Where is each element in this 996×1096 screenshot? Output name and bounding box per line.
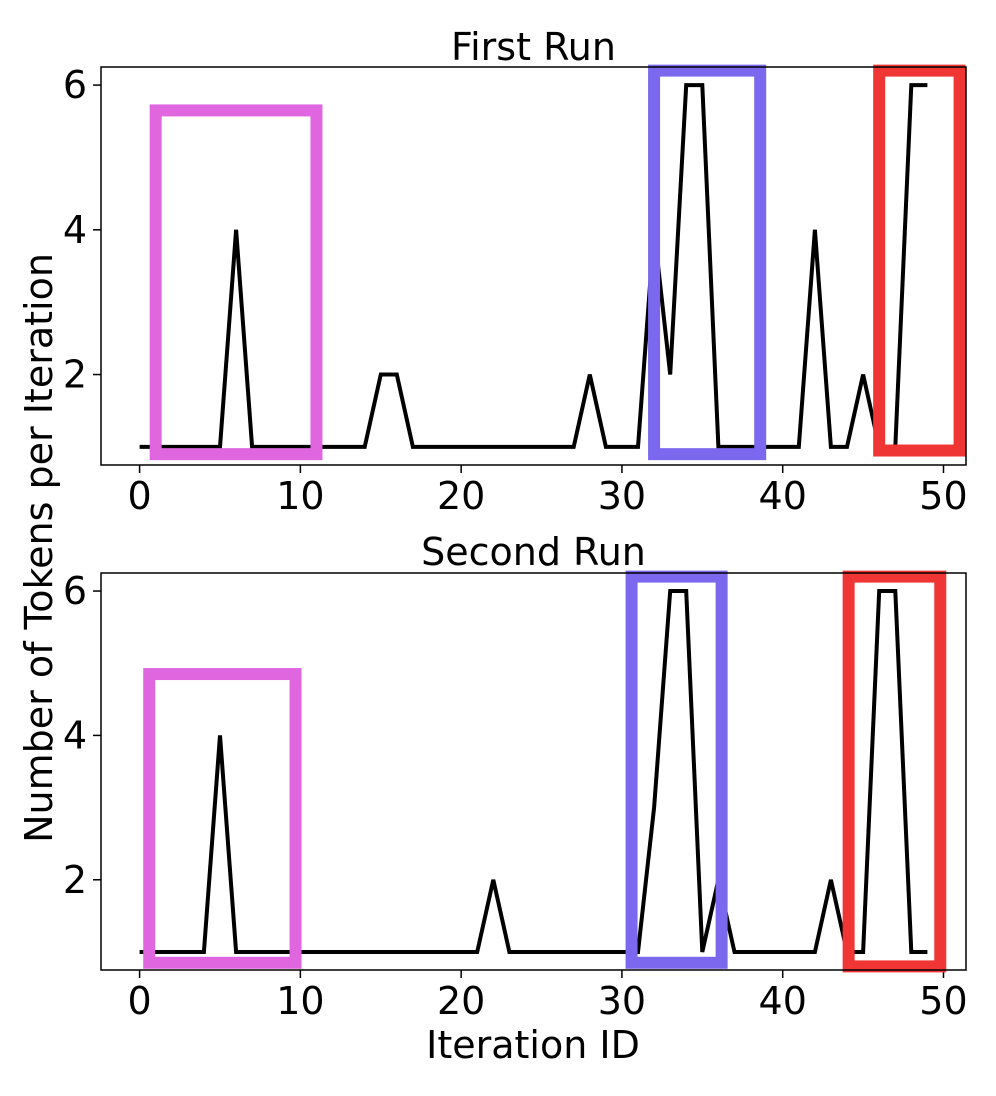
highlight-box-3 bbox=[873, 64, 966, 457]
y-tick-label: 2 bbox=[63, 858, 87, 902]
y-tick-label: 4 bbox=[63, 208, 87, 252]
series-line bbox=[139, 589, 928, 954]
chart-title: Second Run bbox=[421, 530, 646, 574]
chart-title: First Run bbox=[451, 25, 616, 69]
axes-frame bbox=[100, 572, 967, 971]
x-tick-label: 30 bbox=[598, 474, 646, 518]
panel-second-run: Second Run 0 10 20 30 40 50 2 4 6 bbox=[63, 530, 968, 1023]
axes-frame bbox=[100, 66, 967, 466]
highlight-box-1 bbox=[149, 104, 323, 461]
y-axis-label: Number of Tokens per Iteration bbox=[17, 253, 61, 843]
y-tick-label: 2 bbox=[63, 353, 87, 397]
x-axis-label: Iteration ID bbox=[426, 1023, 640, 1067]
y-tick-label: 6 bbox=[63, 569, 87, 613]
x-tick-label: 0 bbox=[127, 979, 151, 1023]
y-tick-label: 6 bbox=[63, 63, 87, 107]
highlight-box-2 bbox=[625, 570, 728, 969]
x-tick-label: 40 bbox=[759, 979, 807, 1023]
x-tick-label: 40 bbox=[759, 474, 807, 518]
highlight-box-1 bbox=[143, 668, 302, 969]
x-tick-label: 10 bbox=[276, 474, 324, 518]
highlight-box-2 bbox=[648, 64, 767, 461]
x-tick-label: 50 bbox=[919, 979, 967, 1023]
x-tick-label: 30 bbox=[598, 979, 646, 1023]
x-tick-label: 50 bbox=[919, 474, 967, 518]
panel-first-run: First Run 0 10 20 30 40 50 2 4 6 bbox=[63, 25, 968, 518]
x-tick-label: 20 bbox=[437, 474, 485, 518]
x-tick-label: 10 bbox=[276, 979, 324, 1023]
x-tick-label: 20 bbox=[437, 979, 485, 1023]
highlight-box-3 bbox=[842, 570, 947, 973]
series-line bbox=[139, 83, 928, 449]
x-tick-label: 0 bbox=[127, 474, 151, 518]
y-tick-label: 4 bbox=[63, 713, 87, 757]
